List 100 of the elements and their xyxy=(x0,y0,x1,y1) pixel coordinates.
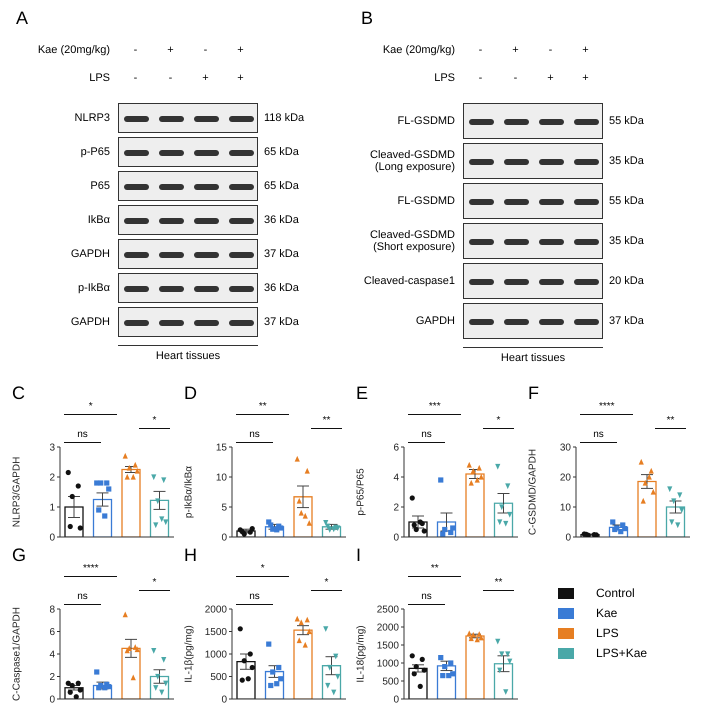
y-tick-label: 2000 xyxy=(376,622,400,634)
category-label: IkBα xyxy=(86,213,110,228)
category-label: p-IkBα xyxy=(76,281,110,296)
category-label: Cleaved-caspase1 xyxy=(362,274,455,289)
chart-title: I xyxy=(356,545,362,565)
y-axis-title: C-Caspase1/GAPDH xyxy=(12,607,23,701)
text: - xyxy=(478,72,482,84)
y-tick-label: 30 xyxy=(560,442,572,454)
text: ns xyxy=(420,429,433,441)
text: - xyxy=(204,44,208,56)
text: ns xyxy=(76,429,89,441)
y-tick-label: 0 xyxy=(221,694,228,706)
text: ns xyxy=(592,429,605,441)
y-axis-title: IL-18(pg/mg) xyxy=(356,625,367,683)
text: ** xyxy=(322,415,332,427)
text: - xyxy=(134,44,138,56)
y-tick-label: 1500 xyxy=(376,640,400,652)
y-tick-label: 0 xyxy=(393,532,400,544)
y-tick-label: 0 xyxy=(565,532,572,544)
text: + xyxy=(547,72,554,84)
y-tick-label: 4 xyxy=(49,650,56,661)
category-label: 37 kDa xyxy=(264,248,299,260)
text: ns xyxy=(248,591,261,603)
category-label: 36 kDa xyxy=(264,214,299,226)
chart-title: E xyxy=(356,383,368,403)
text: ** xyxy=(494,577,504,589)
category-label: 118 kDa xyxy=(264,112,304,124)
text: Kae (20mg/kg) xyxy=(36,44,110,56)
y-axis-title: IL-1β(pg/mg) xyxy=(184,625,195,683)
category-label: 20 kDa xyxy=(609,275,644,287)
text: *** xyxy=(428,401,442,413)
bar xyxy=(121,648,141,699)
y-tick-label: 10 xyxy=(216,472,228,484)
text: - xyxy=(168,72,172,84)
bar xyxy=(293,630,313,699)
text: - xyxy=(478,44,482,56)
bar xyxy=(64,506,84,537)
category-label: Cleaved-GSDMD (Short exposure) xyxy=(369,228,455,255)
text: + xyxy=(237,72,244,84)
text: + xyxy=(512,44,519,56)
category-label: 65 kDa xyxy=(264,180,299,192)
text: + xyxy=(237,44,244,56)
category-label: FL-GSDMD xyxy=(396,114,455,129)
text: * xyxy=(152,577,158,589)
text: * xyxy=(88,401,94,413)
text: * xyxy=(496,415,502,427)
category-label: 55 kDa xyxy=(609,195,644,207)
category-label: FL-GSDMD xyxy=(396,194,455,209)
y-tick-label: 6 xyxy=(393,442,400,454)
text: LPS xyxy=(88,72,110,84)
y-tick-label: 0 xyxy=(49,694,56,706)
y-tick-label: 3 xyxy=(49,442,56,454)
y-tick-label: 0 xyxy=(393,694,400,706)
y-tick-label: 2000 xyxy=(204,604,228,616)
y-axis-title: NLRP3/GAPDH xyxy=(12,456,23,528)
text: ns xyxy=(76,591,89,603)
text: + xyxy=(167,44,174,56)
category-label: GAPDH xyxy=(70,315,110,330)
y-axis-title: C-GSDMD/GAPDH xyxy=(528,448,539,536)
y-tick-label: 1000 xyxy=(204,650,228,661)
text: ns xyxy=(420,591,433,603)
text: ns xyxy=(248,429,261,441)
bar xyxy=(293,496,313,537)
bar xyxy=(494,502,514,537)
y-tick-label: 4 xyxy=(393,472,400,484)
category-label: 35 kDa xyxy=(609,235,644,247)
category-label: p-P65 xyxy=(80,145,110,160)
category-label: 35 kDa xyxy=(609,155,644,167)
y-tick-label: 500 xyxy=(382,676,400,688)
category-label: Kae xyxy=(596,606,618,620)
text: * xyxy=(324,577,330,589)
bar xyxy=(92,498,112,537)
text: B xyxy=(361,8,374,29)
category-label: GAPDH xyxy=(414,314,455,329)
y-tick-label: 1000 xyxy=(376,658,400,670)
text: * xyxy=(260,563,266,575)
chart-title: F xyxy=(528,383,539,403)
y-tick-label: 5 xyxy=(221,502,228,514)
category-label: LPS+Kae xyxy=(596,646,648,660)
category-label: P65 xyxy=(89,179,110,194)
text: - xyxy=(134,72,138,84)
category-label: 37 kDa xyxy=(264,316,299,328)
bar xyxy=(666,506,686,537)
text: A xyxy=(16,8,28,29)
category-label: 37 kDa xyxy=(609,315,644,327)
y-tick-label: 8 xyxy=(49,604,56,616)
text: LPS xyxy=(433,72,455,84)
bar xyxy=(322,665,342,699)
category-label: NLRP3 xyxy=(74,111,110,126)
y-tick-label: 1500 xyxy=(204,627,228,638)
y-tick-label: 0 xyxy=(221,532,228,544)
text: Kae (20mg/kg) xyxy=(382,44,455,56)
text: - xyxy=(548,44,552,56)
text: ** xyxy=(430,563,440,575)
category-label: 65 kDa xyxy=(264,146,299,158)
text: Heart tissues xyxy=(463,347,603,364)
text: + xyxy=(582,72,589,84)
y-tick-label: 6 xyxy=(49,627,56,638)
category-label: 36 kDa xyxy=(264,282,299,294)
text: **** xyxy=(82,563,100,575)
